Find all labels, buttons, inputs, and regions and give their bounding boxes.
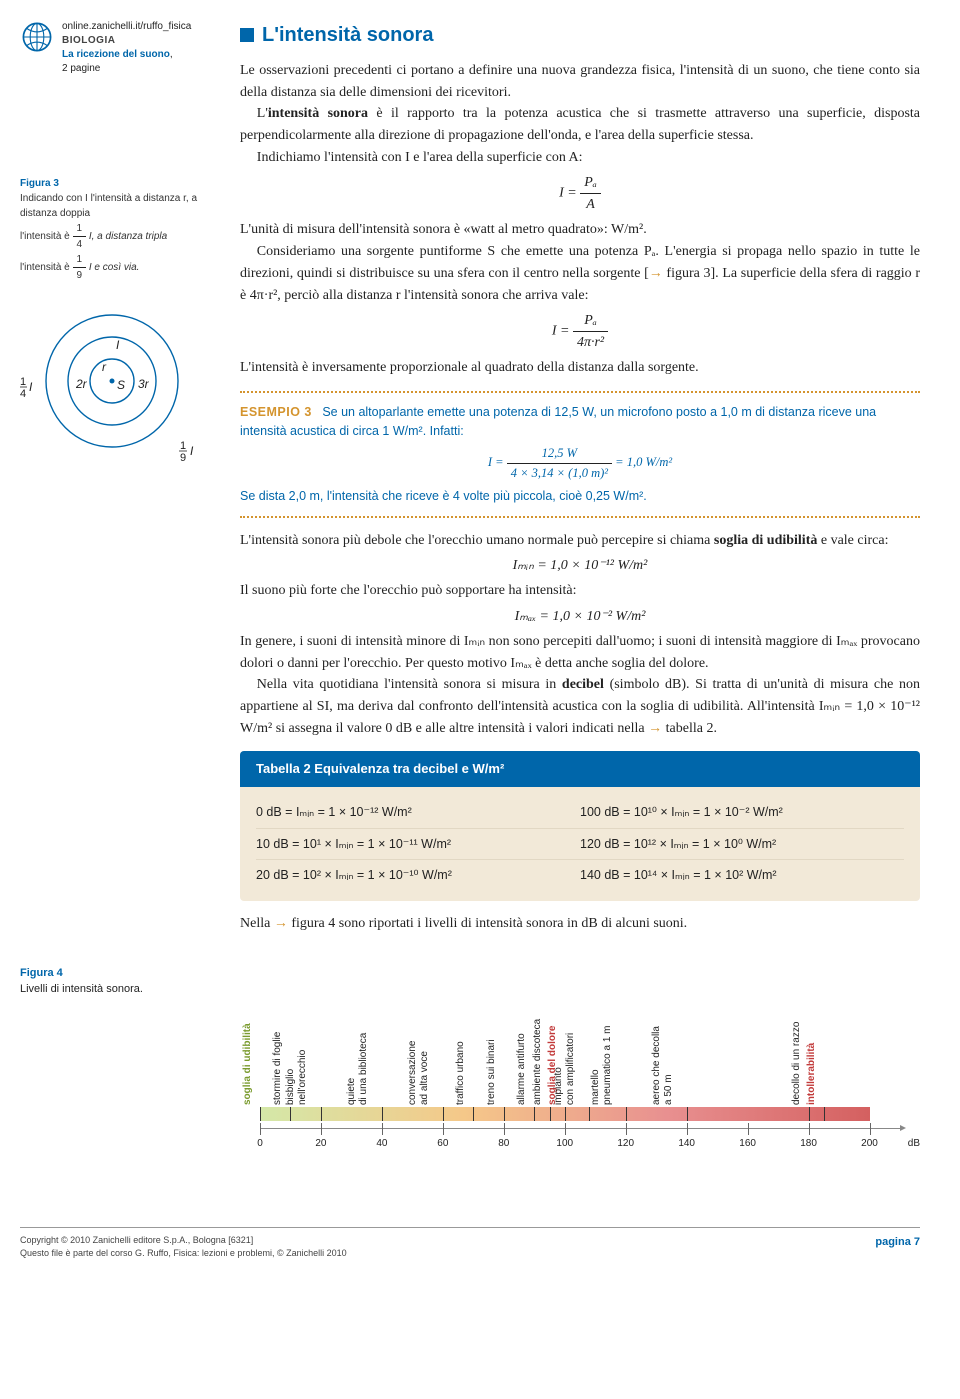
axis-tick <box>260 1123 261 1135</box>
section-title: L'intensità sonora <box>240 20 920 50</box>
figure4-axis <box>260 1128 900 1129</box>
axis-tick <box>443 1123 444 1135</box>
figure4-item: stormire di foglie <box>272 1032 284 1105</box>
header-pages: 2 pagine <box>62 62 191 76</box>
para-1: Le osservazioni precedenti ci portano a … <box>240 60 920 103</box>
figure4-caption: Figura 4 Livelli di intensità sonora. <box>20 965 220 998</box>
svg-text:r: r <box>102 360 107 374</box>
figure3-diagram: S r I 2r 3r 1 4 I 1 9 I <box>20 303 210 473</box>
equation-1: I = PₐA <box>240 172 920 215</box>
svg-text:3r: 3r <box>138 377 150 391</box>
equation-2: I = Pₐ4π·r² <box>240 310 920 353</box>
table-row: 0 dB = Iₘᵢₙ = 1 × 10⁻¹² W/m²100 dB = 10¹… <box>256 797 904 829</box>
axis-unit: dB <box>908 1136 920 1151</box>
axis-tick-label: 140 <box>678 1136 695 1151</box>
figure4-item: ambiente discoteca <box>532 1019 544 1105</box>
svg-text:I: I <box>116 338 120 352</box>
para-2: L'intensità sonora è il rapporto tra la … <box>240 103 920 146</box>
footer-copyright: Copyright © 2010 Zanichelli editore S.p.… <box>20 1234 347 1248</box>
svg-text:9: 9 <box>180 452 186 464</box>
para-4: L'unità di misura dell'intensità sonora … <box>240 219 920 241</box>
figure4-item: intollerabilità <box>806 1043 818 1105</box>
header-title: La ricezione del suono <box>62 49 170 60</box>
figure4-item: conversazionead alta voce <box>407 1040 431 1104</box>
figure4-item: decollo di un razzo <box>791 1021 803 1104</box>
para-b3: In genere, i suoni di intensità minore d… <box>240 631 920 674</box>
footer-source: Questo file è parte del corso G. Ruffo, … <box>20 1247 347 1261</box>
header-subject: BIOLOGIA <box>62 34 191 48</box>
axis-tick <box>748 1123 749 1135</box>
svg-text:I: I <box>29 380 33 394</box>
para-b2: Il suono più forte che l'orecchio può so… <box>240 580 920 602</box>
axis-tick-label: 160 <box>739 1136 756 1151</box>
figure4-item: traffico urbano <box>455 1041 467 1105</box>
svg-text:1: 1 <box>180 440 186 452</box>
equation-imin: Iₘᵢₙ = 1,0 × 10⁻¹² W/m² <box>240 555 920 576</box>
axis-tick-label: 120 <box>617 1136 634 1151</box>
para-5: Consideriamo una sorgente puntiforme S c… <box>240 241 920 306</box>
svg-text:S: S <box>117 378 125 392</box>
figure4-item: martellopneumatico a 1 m <box>590 1025 614 1105</box>
svg-text:4: 4 <box>20 388 26 400</box>
table-row: 20 dB = 10² × Iₘᵢₙ = 1 × 10⁻¹⁰ W/m²140 d… <box>256 860 904 891</box>
table-row: 10 dB = 10¹ × Iₘᵢₙ = 1 × 10⁻¹¹ W/m²120 d… <box>256 829 904 861</box>
figure4-item: treno sui binari <box>486 1039 498 1105</box>
svg-text:2r: 2r <box>75 377 88 391</box>
axis-tick <box>382 1123 383 1135</box>
axis-tick <box>687 1123 688 1135</box>
axis-tick <box>565 1123 566 1135</box>
para-b4: Nella vita quotidiana l'intensità sonora… <box>240 674 920 739</box>
para-c1: Nella → figura 4 sono riportati i livell… <box>240 913 920 935</box>
para-3: Indichiamo l'intensità con I e l'area de… <box>240 147 920 169</box>
figure4-item: allarme antifurto <box>516 1033 528 1105</box>
para-b1: L'intensità sonora più debole che l'orec… <box>240 530 920 552</box>
header-link-block: online.zanichelli.it/ruffo_fisica BIOLOG… <box>20 20 220 76</box>
globe-icon <box>20 20 54 54</box>
section-marker-icon <box>240 28 254 42</box>
axis-tick <box>321 1123 322 1135</box>
axis-tick-label: 20 <box>315 1136 326 1151</box>
page-number: pagina 7 <box>875 1234 920 1261</box>
example-3: ESEMPIO 3 Se un altoparlante emette una … <box>240 391 920 518</box>
figure3-caption: Figura 3 Indicando con I l'intensità a d… <box>20 176 220 283</box>
axis-tick <box>504 1123 505 1135</box>
figure4-item: soglia di udibilità <box>242 1023 254 1105</box>
equation-imax: Iₘₐₓ = 1,0 × 10⁻² W/m² <box>240 606 920 627</box>
para-6: L'intensità è inversamente proporzionale… <box>240 357 920 379</box>
header-url: online.zanichelli.it/ruffo_fisica <box>62 20 191 34</box>
axis-tick-label: 200 <box>861 1136 878 1151</box>
axis-tick-label: 100 <box>556 1136 573 1151</box>
svg-text:1: 1 <box>20 376 26 388</box>
axis-tick-label: 60 <box>437 1136 448 1151</box>
axis-tick <box>870 1123 871 1135</box>
axis-tick-label: 80 <box>498 1136 509 1151</box>
axis-tick-label: 180 <box>800 1136 817 1151</box>
axis-tick-label: 0 <box>257 1136 263 1151</box>
table-2: Tabella 2 Equivalenza tra decibel e W/m²… <box>240 751 920 901</box>
page-footer: Copyright © 2010 Zanichelli editore S.p.… <box>20 1227 920 1261</box>
axis-tick <box>626 1123 627 1135</box>
figure4-item: impiantocon amplificatori <box>553 1033 577 1105</box>
axis-tick-label: 40 <box>376 1136 387 1151</box>
figure4-chart: 0 20 40 60 80 100 120 140 160 180 200 dB soglia di u… <box>240 957 920 1157</box>
axis-tick <box>809 1123 810 1135</box>
figure4-item: bisbiglionell'orecchio <box>285 1050 309 1105</box>
svg-text:I: I <box>190 444 194 458</box>
figure4-item: quietedi una biblioteca <box>346 1033 370 1105</box>
figure4-item: aereo che decollaa 50 m <box>651 1026 675 1105</box>
table-2-header: Tabella 2 Equivalenza tra decibel e W/m² <box>240 751 920 787</box>
